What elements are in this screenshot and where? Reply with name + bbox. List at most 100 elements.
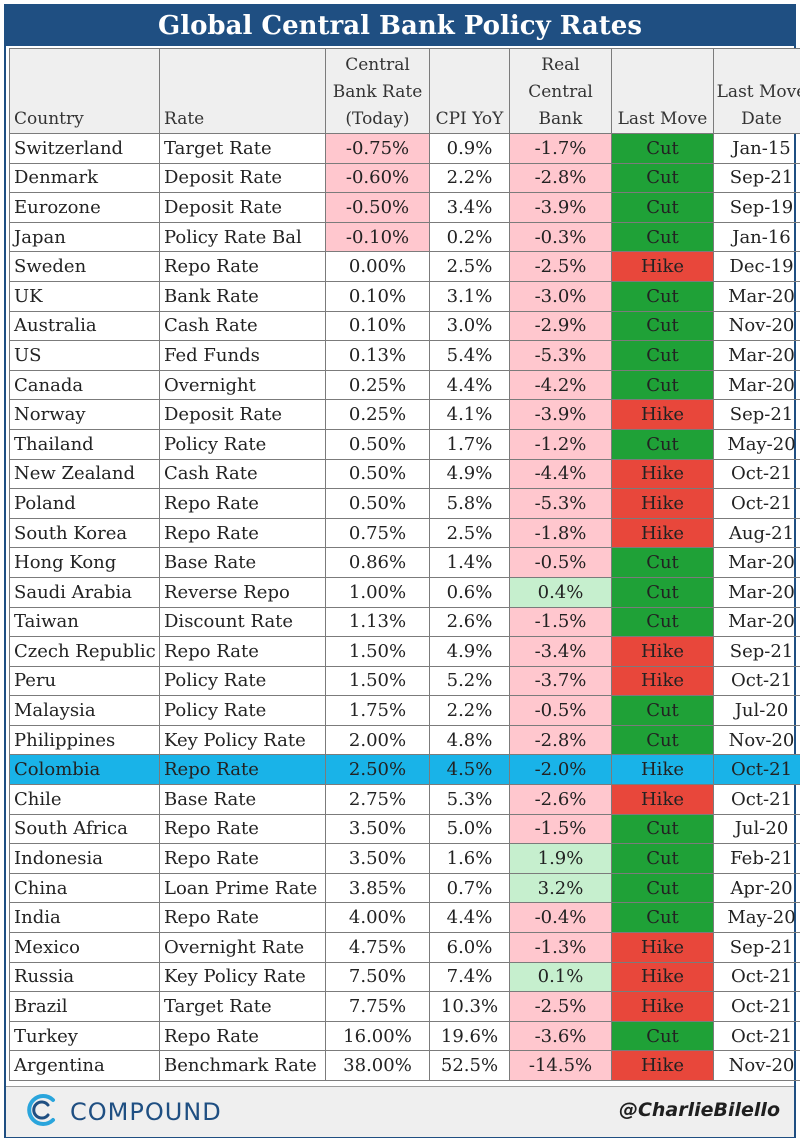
cell-last-move-date: May-20 bbox=[713, 902, 800, 934]
cell-cpi: 2.5% bbox=[429, 517, 510, 549]
table-row: Indonesia Repo Rate 3.50% 1.6% 1.9% Cut Feb-21 bbox=[9, 843, 800, 874]
cell-cb-rate: 38.00% bbox=[325, 1050, 430, 1081]
table-row: South Korea Repo Rate 0.75% 2.5% -1.8% Hike Au… bbox=[9, 517, 800, 549]
compound-c-icon bbox=[22, 1090, 62, 1134]
cell-last-move: Cut bbox=[611, 221, 714, 253]
cell-cpi: 4.4% bbox=[429, 902, 510, 934]
cell-last-move-date: Oct-21 bbox=[713, 784, 800, 815]
cell-country: Russia bbox=[9, 961, 160, 993]
table-row: Japan Policy Rate Bal -0.10% 0.2% -0.3% Cut Ja… bbox=[9, 221, 800, 253]
cell-rate: Reverse Repo bbox=[159, 576, 326, 608]
cell-real-rate: 3.2% bbox=[509, 872, 612, 904]
cell-cpi: 0.9% bbox=[429, 133, 510, 164]
cell-real-rate: -5.3% bbox=[509, 340, 612, 371]
cell-cb-rate: 4.75% bbox=[325, 932, 430, 963]
cell-cb-rate: 3.50% bbox=[325, 813, 430, 845]
cell-real-rate: -3.9% bbox=[509, 399, 612, 430]
cell-country: Canada bbox=[9, 369, 160, 401]
cell-real-rate: 0.1% bbox=[509, 961, 612, 993]
cell-last-move: Cut bbox=[611, 428, 714, 460]
cell-country: Czech Republic bbox=[9, 636, 160, 667]
table-row: New Zealand Cash Rate 0.50% 4.9% -4.4% Hike Oc… bbox=[9, 458, 800, 490]
cell-real-rate: -3.0% bbox=[509, 280, 612, 312]
cell-country: China bbox=[9, 872, 160, 904]
table-row: Russia Key Policy Rate 7.50% 7.4% 0.1% Hike Oc… bbox=[9, 961, 800, 993]
cell-cpi: 3.4% bbox=[429, 192, 510, 223]
cell-rate: Overnight Rate bbox=[159, 932, 326, 963]
cell-cb-rate: 2.50% bbox=[325, 754, 430, 786]
cell-cb-rate: 1.50% bbox=[325, 636, 430, 667]
cell-country: Argentina bbox=[9, 1050, 160, 1081]
cell-cb-rate: 3.50% bbox=[325, 843, 430, 874]
cell-last-move: Cut bbox=[611, 695, 714, 726]
cell-real-rate: -3.6% bbox=[509, 1020, 612, 1052]
cell-last-move-date: Nov-20 bbox=[713, 1050, 800, 1081]
cell-rate: Key Policy Rate bbox=[159, 961, 326, 993]
cell-last-move: Cut bbox=[611, 547, 714, 578]
cell-real-rate: -5.3% bbox=[509, 488, 612, 519]
compound-logo: COMPOUND bbox=[22, 1089, 222, 1135]
table-row: US Fed Funds 0.13% 5.4% -5.3% Cut Mar-20 bbox=[9, 340, 800, 371]
cell-cpi: 4.1% bbox=[429, 399, 510, 430]
cell-last-move: Hike bbox=[611, 251, 714, 282]
cell-cpi: 2.2% bbox=[429, 695, 510, 726]
cell-last-move: Hike bbox=[611, 991, 714, 1022]
cell-last-move: Hike bbox=[611, 932, 714, 963]
table-row: Sweden Repo Rate 0.00% 2.5% -2.5% Hike Dec-19 bbox=[9, 251, 800, 282]
cell-last-move-date: Aug-21 bbox=[713, 517, 800, 549]
cell-last-move: Cut bbox=[611, 576, 714, 608]
cell-cb-rate: 0.13% bbox=[325, 340, 430, 371]
cell-country: Saudi Arabia bbox=[9, 576, 160, 608]
cell-rate: Repo Rate bbox=[159, 251, 326, 282]
cell-cpi: 6.0% bbox=[429, 932, 510, 963]
cell-cpi: 5.0% bbox=[429, 813, 510, 845]
cell-rate: Policy Rate bbox=[159, 665, 326, 697]
table-row: Brazil Target Rate 7.75% 10.3% -2.5% Hike Oct-… bbox=[9, 991, 800, 1022]
table-row: Chile Base Rate 2.75% 5.3% -2.6% Hike Oct-21 bbox=[9, 784, 800, 815]
cell-last-move: Cut bbox=[611, 813, 714, 845]
cell-real-rate: -4.2% bbox=[509, 369, 612, 401]
cell-last-move-date: Oct-21 bbox=[713, 488, 800, 519]
cell-cpi: 52.5% bbox=[429, 1050, 510, 1081]
cell-last-move: Hike bbox=[611, 665, 714, 697]
cell-country: Hong Kong bbox=[9, 547, 160, 578]
cell-country: UK bbox=[9, 280, 160, 312]
cell-cb-rate: 1.50% bbox=[325, 665, 430, 697]
cell-country: Poland bbox=[9, 488, 160, 519]
table-row: Czech Republic Repo Rate 1.50% 4.9% -3.4% Hik… bbox=[9, 636, 800, 667]
cell-real-rate: -2.9% bbox=[509, 310, 612, 342]
cell-cb-rate: 0.10% bbox=[325, 310, 430, 342]
cell-country: Turkey bbox=[9, 1020, 160, 1052]
table-header-row: Country Rate Central Bank Rate (Today) C… bbox=[9, 48, 800, 134]
table-row: Mexico Overnight Rate 4.75% 6.0% -1.3% Hike Se… bbox=[9, 932, 800, 963]
cell-country: New Zealand bbox=[9, 458, 160, 490]
cell-last-move: Hike bbox=[611, 784, 714, 815]
cell-cpi: 4.9% bbox=[429, 636, 510, 667]
cell-rate: Key Policy Rate bbox=[159, 724, 326, 756]
table-row: Poland Repo Rate 0.50% 5.8% -5.3% Hike Oct-21 bbox=[9, 488, 800, 519]
cell-cb-rate: 3.85% bbox=[325, 872, 430, 904]
cell-rate: Repo Rate bbox=[159, 813, 326, 845]
table-body: Switzerland Target Rate -0.75% 0.9% -1.7% Cut… bbox=[9, 133, 800, 1081]
cell-rate: Policy Rate Bal bbox=[159, 221, 326, 253]
cell-last-move-date: Oct-21 bbox=[713, 961, 800, 993]
cell-country: Switzerland bbox=[9, 133, 160, 164]
cell-cpi: 5.8% bbox=[429, 488, 510, 519]
cell-real-rate: -0.5% bbox=[509, 695, 612, 726]
policy-rates-table: Country Rate Central Bank Rate (Today) C… bbox=[9, 48, 800, 1081]
cell-country: Peru bbox=[9, 665, 160, 697]
header-real: Real Central Bank bbox=[509, 48, 612, 134]
table-row: Turkey Repo Rate 16.00% 19.6% -3.6% Cut Oct-21 bbox=[9, 1020, 800, 1052]
cell-last-move-date: Feb-21 bbox=[713, 843, 800, 874]
cell-last-move-date: Oct-21 bbox=[713, 991, 800, 1022]
cell-real-rate: -2.5% bbox=[509, 991, 612, 1022]
author-handle: @CharlieBilello bbox=[618, 1099, 780, 1121]
cell-real-rate: -1.3% bbox=[509, 932, 612, 963]
cell-cb-rate: 0.75% bbox=[325, 517, 430, 549]
cell-rate: Discount Rate bbox=[159, 606, 326, 638]
cell-last-move: Hike bbox=[611, 517, 714, 549]
cell-cb-rate: 7.75% bbox=[325, 991, 430, 1022]
cell-last-move-date: Mar-20 bbox=[713, 280, 800, 312]
cell-real-rate: -3.9% bbox=[509, 192, 612, 223]
cell-cpi: 2.5% bbox=[429, 251, 510, 282]
